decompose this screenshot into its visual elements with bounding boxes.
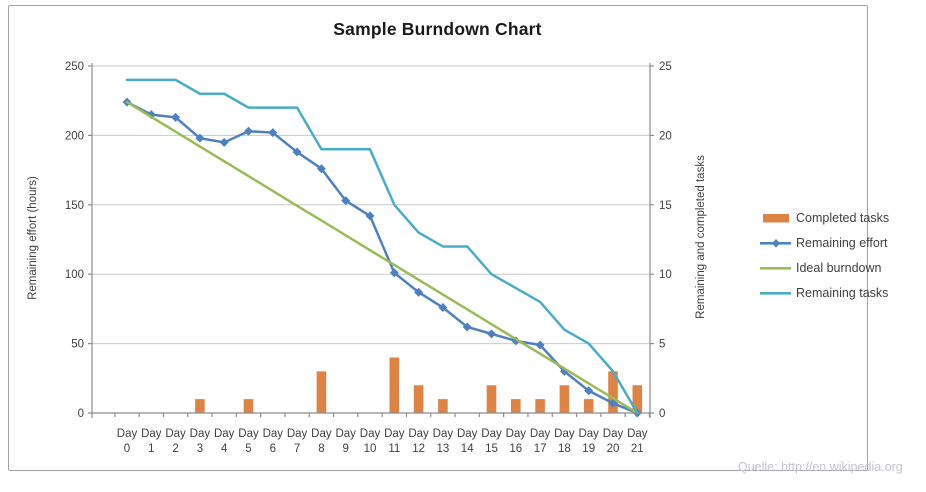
completed-tasks-swatch-icon bbox=[760, 211, 792, 225]
ideal-burndown-swatch-icon bbox=[760, 261, 792, 275]
legend: Completed tasks Remaining effort Ideal b… bbox=[760, 211, 889, 311]
svg-text:50: 50 bbox=[71, 339, 84, 351]
svg-text:250: 250 bbox=[65, 61, 84, 73]
legend-label: Completed tasks bbox=[796, 211, 890, 225]
legend-item-ideal-burndown: Ideal burndown bbox=[760, 261, 889, 275]
svg-text:15: 15 bbox=[659, 200, 672, 212]
svg-text:150: 150 bbox=[65, 200, 84, 212]
svg-text:10: 10 bbox=[659, 269, 672, 281]
svg-text:200: 200 bbox=[65, 130, 84, 142]
legend-item-remaining-effort: Remaining effort bbox=[760, 236, 889, 250]
remaining-tasks-swatch-icon bbox=[760, 286, 792, 300]
legend-label: Ideal burndown bbox=[796, 261, 882, 275]
chart-frame bbox=[8, 5, 868, 471]
svg-text:25: 25 bbox=[659, 61, 672, 73]
legend-label: Remaining tasks bbox=[796, 286, 889, 300]
remaining-effort-swatch-icon bbox=[760, 236, 792, 250]
chart-title: Sample Burndown Chart bbox=[333, 19, 542, 39]
legend-item-completed-tasks: Completed tasks bbox=[760, 211, 889, 225]
svg-text:20: 20 bbox=[659, 130, 672, 142]
svg-text:0: 0 bbox=[78, 408, 84, 420]
svg-text:5: 5 bbox=[659, 339, 665, 351]
svg-text:0: 0 bbox=[659, 408, 665, 420]
legend-item-remaining-tasks: Remaining tasks bbox=[760, 286, 889, 300]
source-note: Quelle: http://en.wikipedia.org bbox=[738, 460, 903, 474]
legend-label: Remaining effort bbox=[796, 236, 888, 250]
svg-text:100: 100 bbox=[65, 269, 84, 281]
